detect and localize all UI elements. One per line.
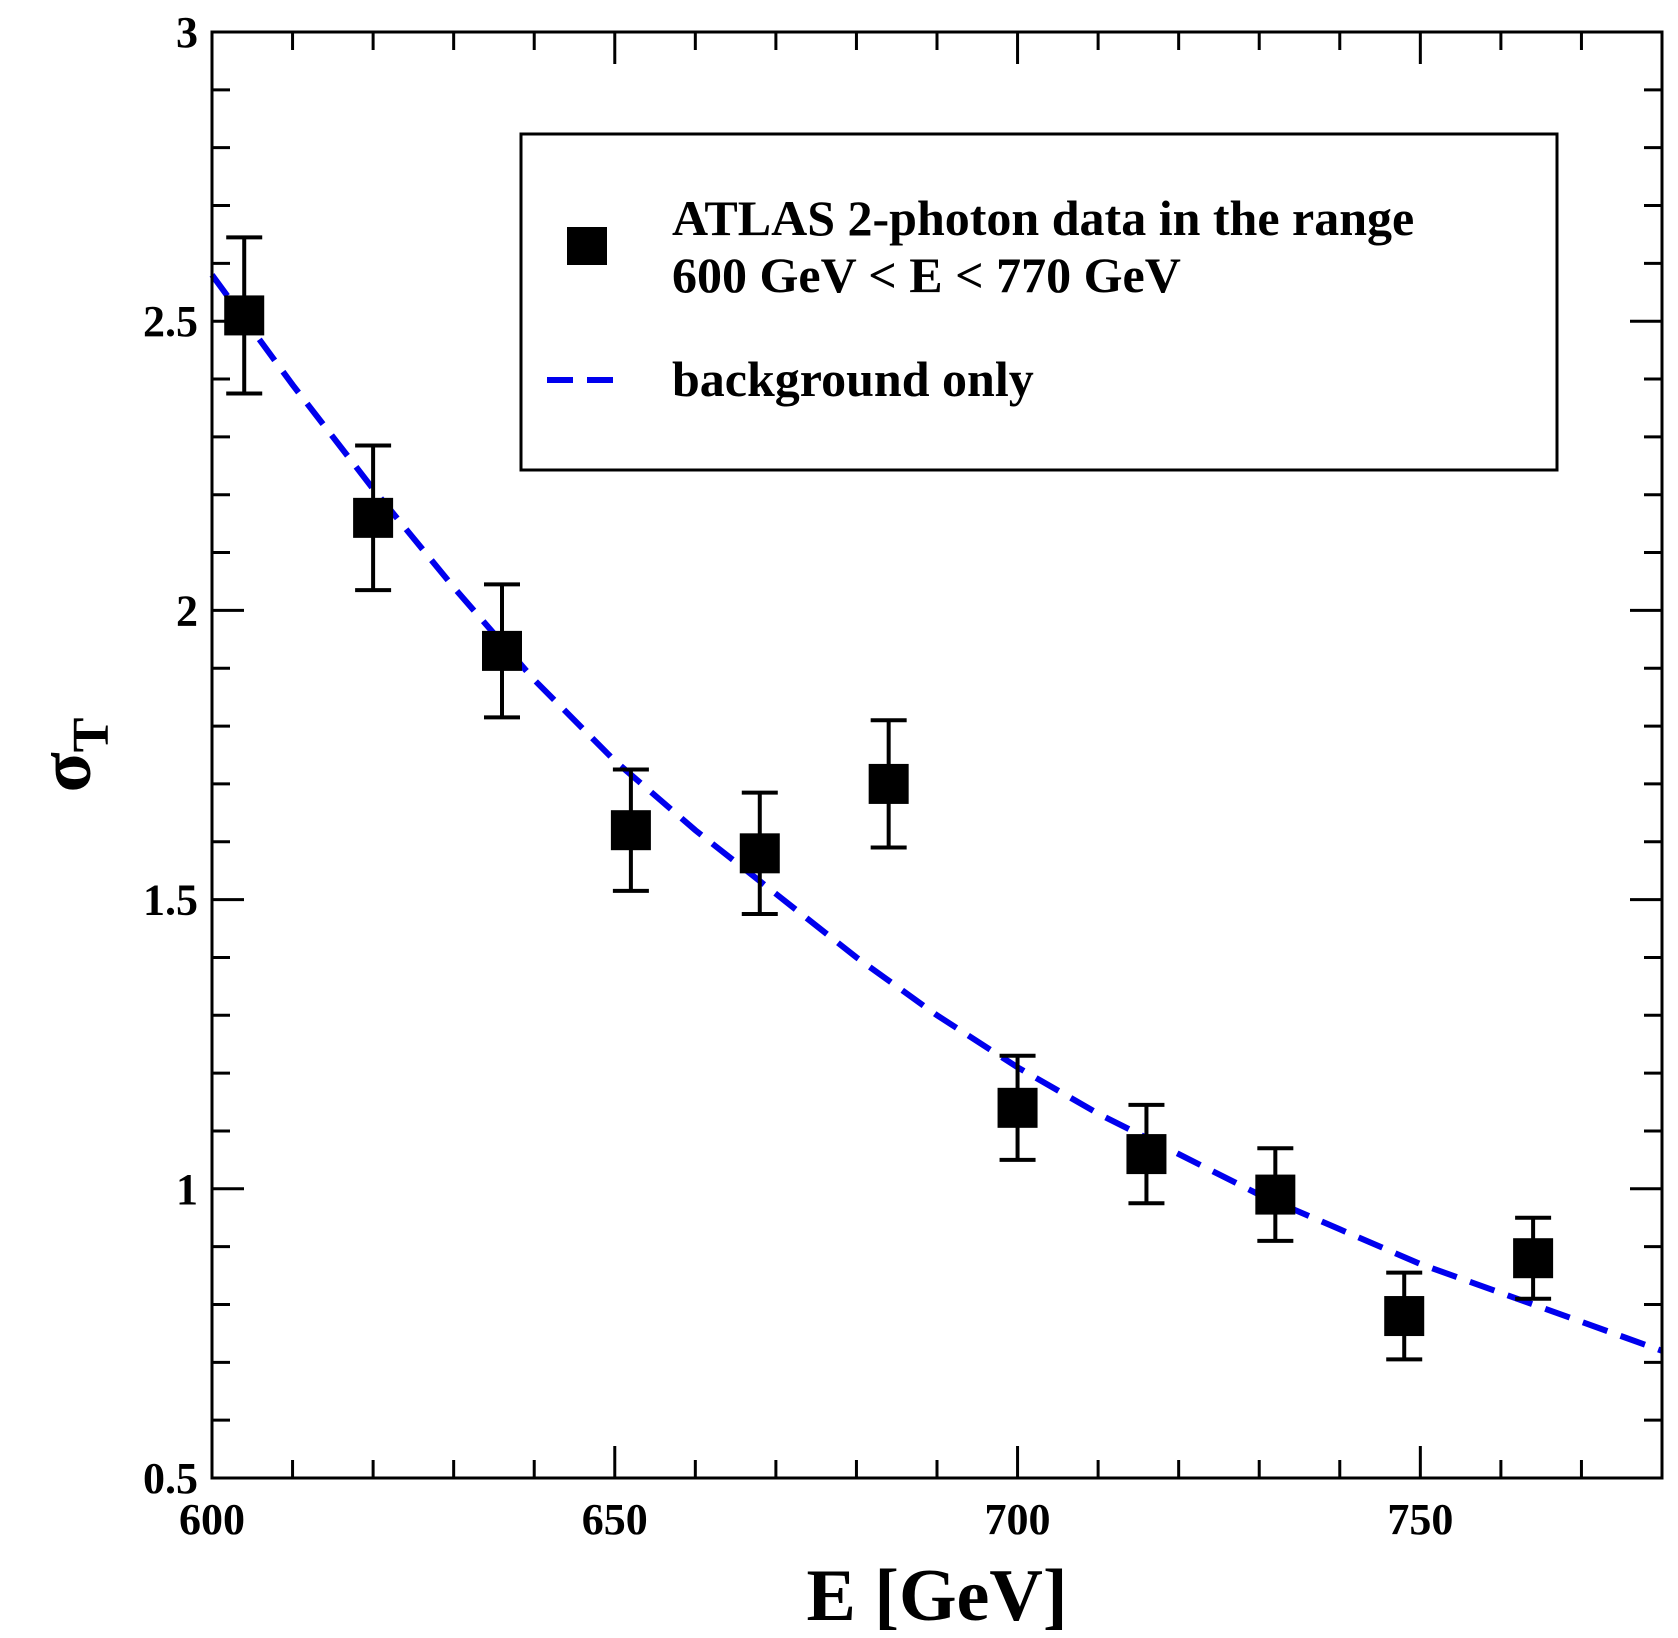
y-axis-symbol: σ: [25, 752, 107, 792]
y-axis-title: σT: [25, 718, 120, 793]
legend-data-label-line2: 600 GeV < E < 770 GeV: [672, 247, 1181, 303]
y-axis-subscript: T: [63, 718, 120, 753]
x-tick-label: 650: [582, 1495, 648, 1544]
data-point: [353, 443, 394, 593]
data-marker: [868, 763, 909, 804]
data-point: [997, 1053, 1038, 1162]
data-point: [224, 235, 265, 396]
tick-labels: 600 650 700 750 0.5 1 1.5 2 2.5 3: [143, 8, 1453, 1544]
data-marker: [224, 295, 265, 336]
x-tick-label: 750: [1387, 1495, 1453, 1544]
y-tick-label: 0.5: [143, 1454, 198, 1503]
y-tick-label: 1: [176, 1165, 198, 1214]
legend-data-marker: [567, 227, 607, 265]
data-marker: [1126, 1134, 1167, 1175]
plot-frame: [210, 30, 1664, 1480]
data-marker: [1255, 1174, 1296, 1215]
data-point: [868, 718, 909, 850]
legend-box: [519, 132, 1559, 472]
legend: ATLAS 2-photon data in the range 600 GeV…: [519, 132, 1559, 472]
legend-background-label: background only: [672, 351, 1034, 407]
y-tick-label: 2: [176, 586, 198, 635]
data-marker: [739, 833, 780, 874]
svg-text:σT: σT: [25, 718, 120, 793]
y-tick-label: 2.5: [143, 297, 198, 346]
data-point: [1384, 1270, 1425, 1362]
data-marker: [610, 810, 651, 851]
y-tick-label: 3: [176, 8, 198, 57]
background-only-curve: [209, 273, 1664, 1354]
data-point: [1126, 1102, 1167, 1206]
x-axis-title: E [GeV]: [807, 1555, 1068, 1637]
legend-data-label: ATLAS 2-photon data in the range: [672, 190, 1414, 246]
data-marker: [353, 497, 394, 538]
axis-ticks: [210, 30, 1664, 1480]
data-marker: [997, 1087, 1038, 1128]
x-tick-label: 700: [985, 1495, 1051, 1544]
data-marker: [482, 630, 522, 671]
data-point: [482, 582, 522, 720]
data-point: [610, 767, 651, 893]
data-point: [1513, 1215, 1554, 1301]
data-marker: [1384, 1296, 1425, 1337]
plot-area: [209, 235, 1664, 1362]
data-marker: [1513, 1238, 1554, 1279]
y-tick-label: 1.5: [143, 876, 198, 925]
x-tick-label: 600: [179, 1495, 245, 1544]
data-point: [739, 790, 780, 917]
data-point: [1255, 1146, 1296, 1243]
